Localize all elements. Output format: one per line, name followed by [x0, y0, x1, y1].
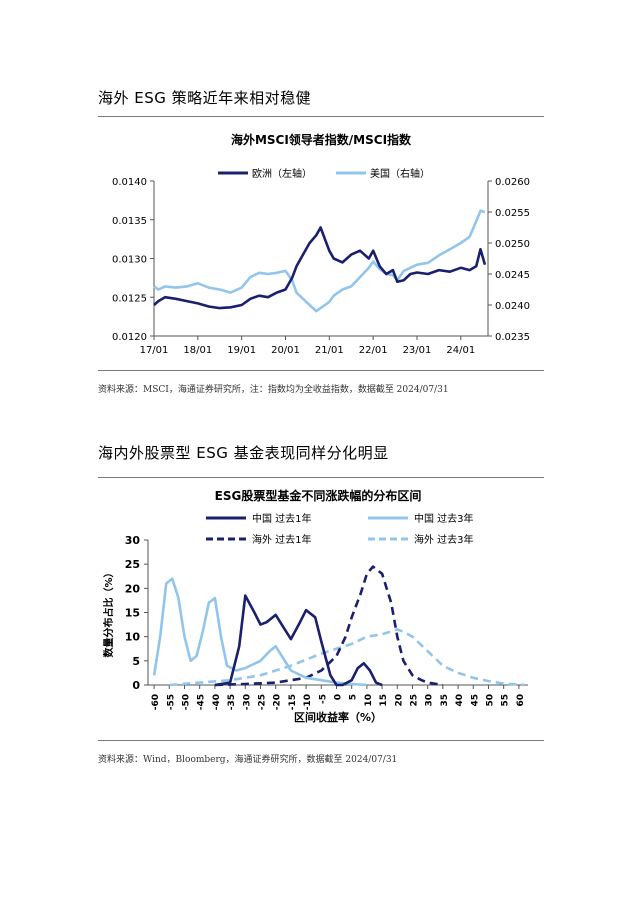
x-tick-label: 35 [440, 694, 450, 707]
x-tick-label: -5 [318, 694, 328, 704]
legend-label: 欧洲（左轴） [252, 167, 312, 180]
x-tick-label: -35 [227, 694, 237, 710]
legend-label: 海外 过去1年 [252, 533, 312, 546]
x-tick-label: 19/01 [227, 345, 256, 356]
series-line-left [153, 226, 487, 310]
section-title-overseas-esg: 海外 ESG 策略近年来相对稳健 [98, 89, 312, 107]
y-tick-label: 10 [125, 631, 141, 644]
y-tick-label-right: 0.0260 [495, 177, 530, 188]
series-line-4 [169, 628, 526, 687]
source-note-1: 资料来源：MSCI，海通证券研究所，注：指数均为全收益指数，数据截至 2024/… [98, 385, 449, 395]
y-tick-label-left: 0.0140 [112, 177, 147, 188]
x-tick-label: -55 [166, 694, 176, 710]
y-tick-label-right: 0.0250 [495, 239, 530, 250]
x-tick-label: 18/01 [183, 345, 212, 356]
y-tick-label-right: 0.0245 [495, 270, 530, 281]
x-tick-label: 24/01 [446, 345, 475, 356]
y-tick-label-left: 0.0130 [112, 255, 147, 266]
y-tick-label-left: 0.0135 [112, 216, 147, 227]
x-tick-label: 5 [349, 694, 359, 700]
chart-title: 海外MSCI领导者指数/MSCI指数 [231, 132, 412, 147]
x-tick-label: -50 [181, 694, 191, 710]
y-tick-label-right: 0.0240 [495, 301, 530, 312]
y-tick-label: 0 [132, 679, 140, 692]
x-tick-label: 55 [501, 694, 511, 707]
y-tick-label: 30 [125, 534, 141, 547]
x-tick-label: 23/01 [403, 345, 432, 356]
y-tick-label: 5 [132, 655, 140, 668]
x-tick-label: 60 [516, 694, 526, 707]
x-tick-label: 21/01 [315, 345, 344, 356]
x-tick-label: -60 [151, 694, 161, 710]
x-tick-label: 50 [485, 694, 495, 707]
series-line-2 [152, 577, 367, 687]
y-tick-label: 25 [125, 558, 140, 571]
y-axis-title: 数量分布占比（%） [102, 567, 115, 657]
x-tick-label: -25 [257, 694, 267, 710]
y-tick-label-left: 0.0125 [112, 293, 147, 304]
x-tick-label: 30 [425, 694, 435, 707]
x-tick-label: 10 [364, 694, 374, 707]
title-rule [98, 477, 544, 478]
x-tick-label: 20/01 [271, 345, 300, 356]
title-rule [98, 116, 544, 117]
x-axis-title: 区间收益率（%） [294, 710, 382, 724]
y-tick-label-right: 0.0235 [495, 332, 530, 343]
x-tick-label: 17/01 [140, 345, 169, 356]
source-rule [98, 740, 544, 741]
source-rule [98, 370, 544, 371]
chart-title: ESG股票型基金不同涨跌幅的分布区间 [215, 488, 422, 503]
y-tick-label: 20 [125, 582, 141, 595]
x-tick-label: 0 [333, 694, 343, 700]
x-tick-label: 40 [455, 694, 465, 707]
section-title-esg-funds: 海内外股票型 ESG 基金表现同样分化明显 [98, 444, 389, 462]
x-tick-label: 45 [470, 694, 480, 707]
x-tick-label: 22/01 [359, 345, 388, 356]
legend-label: 美国（右轴） [370, 167, 430, 180]
legend-label: 中国 过去3年 [414, 512, 474, 525]
y-tick-label: 15 [125, 607, 140, 620]
legend-label: 海外 过去3年 [414, 533, 474, 546]
x-tick-label: -45 [197, 694, 207, 710]
x-tick-label: 25 [409, 694, 419, 707]
legend-label: 中国 过去1年 [252, 512, 312, 525]
series-line-1 [214, 594, 383, 687]
x-tick-label: -40 [212, 694, 222, 710]
series-line-right [153, 209, 486, 313]
x-tick-label: -20 [273, 694, 283, 710]
x-tick-label: -30 [242, 694, 252, 710]
source-note-2: 资料来源：Wind，Bloomberg，海通证券研究所，数据截至 2024/07… [98, 755, 398, 765]
y-tick-label-right: 0.0255 [495, 208, 530, 219]
x-tick-label: 15 [379, 694, 389, 707]
x-tick-label: -15 [288, 694, 298, 710]
y-tick-label-left: 0.0120 [112, 332, 147, 343]
x-tick-label: 20 [394, 694, 404, 707]
x-tick-label: -10 [303, 694, 313, 710]
